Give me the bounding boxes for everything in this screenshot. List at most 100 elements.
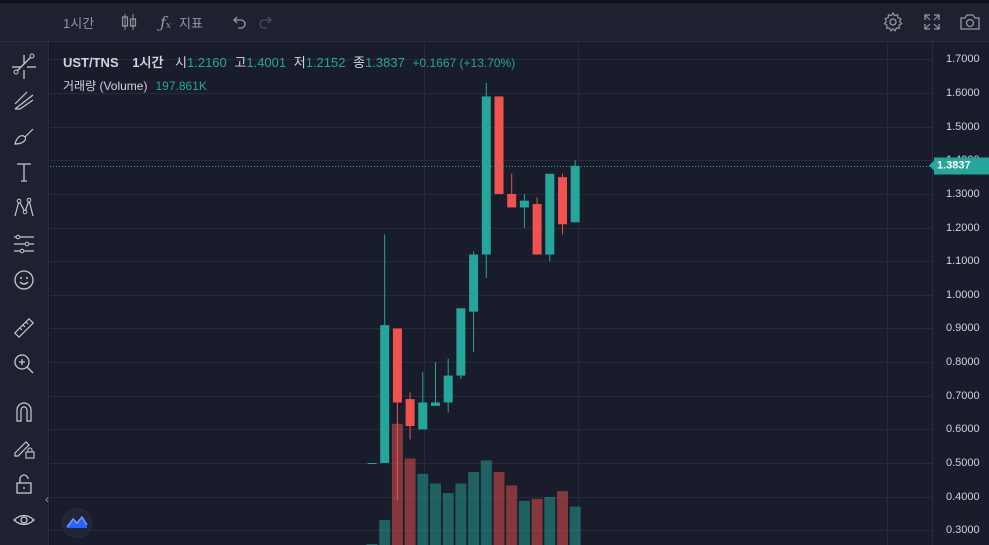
settings-button[interactable] [882,10,904,34]
volume-bar [379,520,391,545]
top-toolbar: 1시간 ƒx 지표 [0,0,989,42]
price-tick-label: 0.6000 [946,423,980,436]
volume-bar [493,471,505,545]
candle-body [570,165,580,223]
volume-label[interactable]: 거래량 (Volume) [63,79,148,93]
indicators-label: 지표 [179,15,203,31]
price-tick-label: 1.2000 [946,221,980,234]
gear-icon [883,11,903,32]
redo-button[interactable] [257,10,275,34]
pattern-icon[interactable] [12,196,36,220]
chart-type-button[interactable] [119,10,139,34]
window-edge [0,0,989,3]
volume-bar [404,458,416,545]
brush-icon[interactable] [12,124,36,148]
candle-body [380,325,390,464]
volume-bar [518,500,530,545]
candle-body [431,402,440,406]
price-tick-label: 1.5000 [946,120,980,133]
logo-icon [66,515,88,528]
candle-body [507,193,517,208]
magnet-icon[interactable] [12,400,36,424]
change-value: +0.1667 (+13.70%) [412,56,516,70]
ruler-icon[interactable] [12,316,36,340]
pencil-lock-icon[interactable] [12,436,36,460]
drawing-toolbar [0,42,49,545]
legend-interval: 1시간 [132,55,164,70]
candle-body [443,375,453,403]
ohlc-legend: UST/TNS 1시간 시1.2160 고1.4001 저1.2152 종1.3… [63,52,515,71]
forecast-icon[interactable] [12,232,36,256]
price-tick-label: 1.6000 [946,87,980,100]
high-value: 1.4001 [246,55,287,70]
price-tick-label: 0.8000 [946,356,980,369]
candle-body [469,254,479,312]
camera-icon [960,14,980,30]
undo-icon [233,16,246,29]
open-value: 1.2160 [187,55,227,70]
volume-bar [417,473,429,545]
volume-bar [430,483,441,545]
symbol-name[interactable]: UST/TNS [63,55,119,70]
high-label: 고 [234,55,247,70]
candle-body [519,200,529,208]
price-tick-label: 0.4000 [946,490,980,503]
candle-body [481,96,491,255]
volume-bar [506,485,518,545]
volume-bar [569,506,581,545]
price-axis[interactable]: 0.3000 0.4000 0.5000 0.6000 0.7000 0.8000 0.90… [929,42,989,545]
volume-value: 197.861K [155,79,207,93]
candles-icon [121,14,137,30]
interval-button[interactable]: 1시간 [63,10,94,34]
price-tick-label: 1.7000 [946,53,980,66]
tradingview-logo[interactable] [62,508,92,538]
redo-icon [259,16,272,29]
low-value: 1.2152 [305,55,346,70]
low-label: 저 [293,55,306,70]
candle-body [494,96,504,194]
undo-button[interactable] [230,10,248,34]
price-tick-label: 0.9000 [946,322,980,335]
candle-body [545,173,555,255]
collapse-toolbar-button[interactable]: ‹ [45,492,49,506]
open-label: 시 [175,55,187,70]
screenshot-button[interactable] [959,10,981,34]
candle-body [418,402,428,430]
fx-icon: ƒx [160,12,171,32]
interval-label: 1시간 [63,15,95,31]
emoji-icon[interactable] [12,268,36,292]
volume-bar [468,471,480,545]
volume-bar [557,491,568,545]
volume-bar [480,460,492,545]
last-price-label: 1.3837 [929,157,989,175]
eye-icon[interactable] [12,508,36,532]
chart-pane[interactable] [50,42,932,545]
price-tick-label: 0.3000 [946,524,980,537]
volume-bar [544,496,556,545]
price-chart [50,42,932,545]
fullscreen-icon [924,14,940,30]
zoom-in-icon[interactable] [12,352,36,376]
fullscreen-button[interactable] [922,10,942,34]
price-tick-label: 1.0000 [946,288,980,301]
price-tick-label: 1.1000 [946,255,980,268]
candle-body [532,204,542,255]
pitchfork-icon[interactable] [12,88,36,112]
price-tick-label: 0.7000 [946,389,980,402]
close-label: 종 [353,55,366,70]
volume-bar [531,498,543,545]
volume-bar [455,483,467,545]
crosshair-icon[interactable] [11,54,37,80]
candle-body [392,328,402,403]
candle-body [367,463,377,465]
volume-legend: 거래량 (Volume) 197.861K [63,77,207,94]
volume-bar [442,493,454,545]
candle-body [405,399,415,427]
candle-body [456,308,466,376]
lock-icon[interactable] [12,472,36,496]
text-icon[interactable] [12,160,36,184]
indicators-button[interactable]: ƒx 지표 [160,10,203,34]
trend-line-icon[interactable] [12,52,36,76]
candle-body [558,177,567,225]
price-tick-label: 0.5000 [946,457,980,469]
